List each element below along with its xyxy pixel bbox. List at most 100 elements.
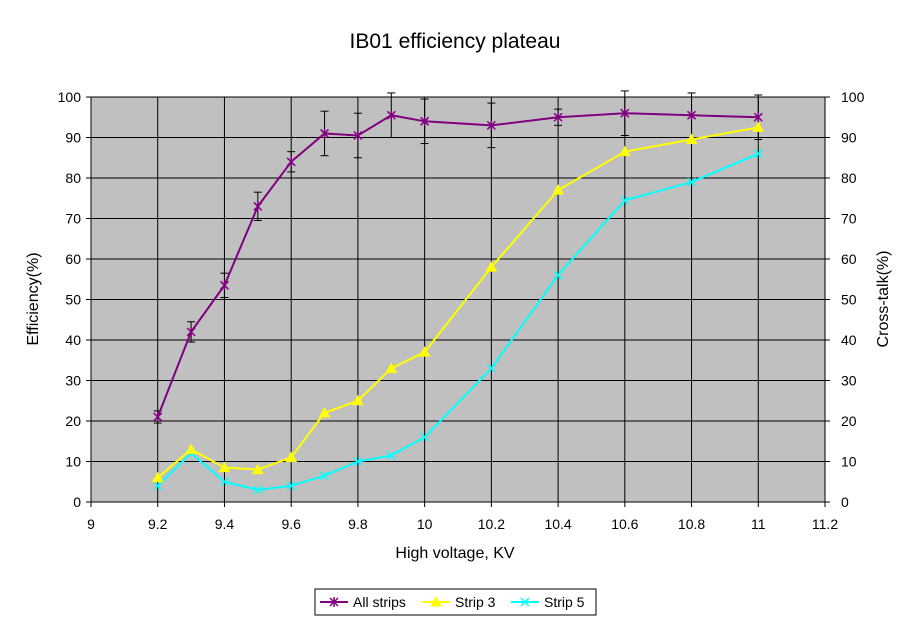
y-tick-label: 90 <box>65 130 81 146</box>
x-tick-label: 11 <box>751 516 766 532</box>
data-point <box>185 443 197 454</box>
data-point <box>753 112 763 123</box>
marker-stroke <box>553 270 563 280</box>
marker-stroke <box>219 477 229 487</box>
data-point <box>553 112 563 123</box>
legend-label: Strip 3 <box>455 594 496 610</box>
x-tick-label: 9.6 <box>281 516 301 532</box>
data-point <box>253 485 263 495</box>
y-tick-label: 60 <box>65 251 81 267</box>
y2-tick-label: 90 <box>841 130 857 146</box>
data-point <box>353 456 363 467</box>
data-point <box>219 477 229 487</box>
series-line-strip-5 <box>157 152 759 491</box>
series-line-all-strips <box>156 112 759 418</box>
data-point <box>153 481 163 491</box>
chart-title: IB01 efficiency plateau <box>350 30 561 53</box>
legend-marker <box>430 595 442 607</box>
legend-box <box>314 588 597 616</box>
data-point <box>420 432 430 442</box>
marker-stroke <box>253 485 263 495</box>
data-point <box>285 451 298 462</box>
data-point <box>286 156 296 167</box>
data-point <box>618 145 631 157</box>
marker-stroke <box>687 177 697 187</box>
marker-stroke <box>753 149 763 159</box>
data-point <box>320 471 330 481</box>
marker-stroke <box>520 597 530 607</box>
marker-stroke <box>420 432 430 442</box>
marker-stroke <box>286 481 296 491</box>
y-tick-label: 100 <box>58 89 82 105</box>
data-point <box>753 149 763 159</box>
x-tick-label: 10 <box>417 516 433 532</box>
x-tick-label: 9 <box>87 516 95 532</box>
data-point <box>485 261 498 272</box>
data-point <box>186 326 196 337</box>
y-tick-label: 20 <box>65 413 81 429</box>
y2-tick-label: 100 <box>841 89 865 105</box>
y-tick-label: 0 <box>73 494 81 510</box>
y-tick-label: 80 <box>65 170 81 186</box>
x-tick-label: 10.2 <box>478 516 505 532</box>
y-tick-label: 70 <box>65 211 81 227</box>
series-strip-5 <box>153 149 763 495</box>
data-point <box>318 406 331 418</box>
data-point <box>219 280 229 291</box>
marker-stroke <box>320 471 330 481</box>
y2-tick-label: 50 <box>841 292 857 308</box>
marker-stroke <box>386 450 396 460</box>
y2-tick-label: 0 <box>841 494 849 510</box>
y2-tick-label: 70 <box>841 211 857 227</box>
legend-item-strip-3: Strip 3 <box>422 594 496 610</box>
data-point <box>685 133 698 145</box>
x-tick-label: 9.8 <box>348 516 368 532</box>
marker-stroke <box>353 456 363 467</box>
data-point <box>553 270 563 280</box>
series-group <box>151 108 765 495</box>
series-line-strip-3 <box>157 126 759 479</box>
x-axis-label: High voltage, KV <box>395 545 515 562</box>
data-point <box>385 362 398 373</box>
data-point <box>752 121 765 132</box>
y2-axis-label: Cross-talk(%) <box>875 251 892 348</box>
data-point <box>687 110 697 121</box>
marker-stroke <box>620 195 630 205</box>
series-all-strips <box>153 108 763 422</box>
data-point <box>552 184 564 195</box>
data-point <box>486 120 496 131</box>
data-point <box>687 177 697 187</box>
marker-stroke <box>486 363 496 373</box>
data-point <box>286 481 296 491</box>
y2-tick-label: 40 <box>841 332 857 348</box>
y2-tick-label: 20 <box>841 413 857 429</box>
legend-label: All strips <box>353 594 406 610</box>
legend-label: Strip 5 <box>544 594 585 610</box>
series-strip-3 <box>151 121 765 483</box>
y-axis-label: Efficiency(%) <box>25 252 42 345</box>
y2-tick-label: 60 <box>841 251 857 267</box>
legend-item-strip-5: Strip 5 <box>511 594 585 610</box>
y2-tick-label: 30 <box>841 373 857 389</box>
legend-item-all-strips: All strips <box>320 594 406 610</box>
data-point <box>253 201 263 212</box>
y2-tick-label: 10 <box>841 454 857 470</box>
data-point <box>218 461 231 473</box>
y2-tick-label: 80 <box>841 170 857 186</box>
data-point <box>151 471 164 483</box>
y-tick-label: 10 <box>65 454 81 470</box>
data-point <box>486 363 496 373</box>
data-point <box>620 195 630 205</box>
data-point <box>418 346 431 357</box>
data-point <box>620 108 630 119</box>
legend-marker <box>520 597 530 607</box>
marker-stroke <box>153 481 163 491</box>
x-tick-label: 9.4 <box>215 516 235 532</box>
x-tick-label: 11.2 <box>812 516 838 532</box>
data-point <box>153 411 163 422</box>
y-tick-label: 40 <box>65 332 81 348</box>
x-tick-label: 10.6 <box>611 516 638 532</box>
data-point <box>386 110 396 121</box>
